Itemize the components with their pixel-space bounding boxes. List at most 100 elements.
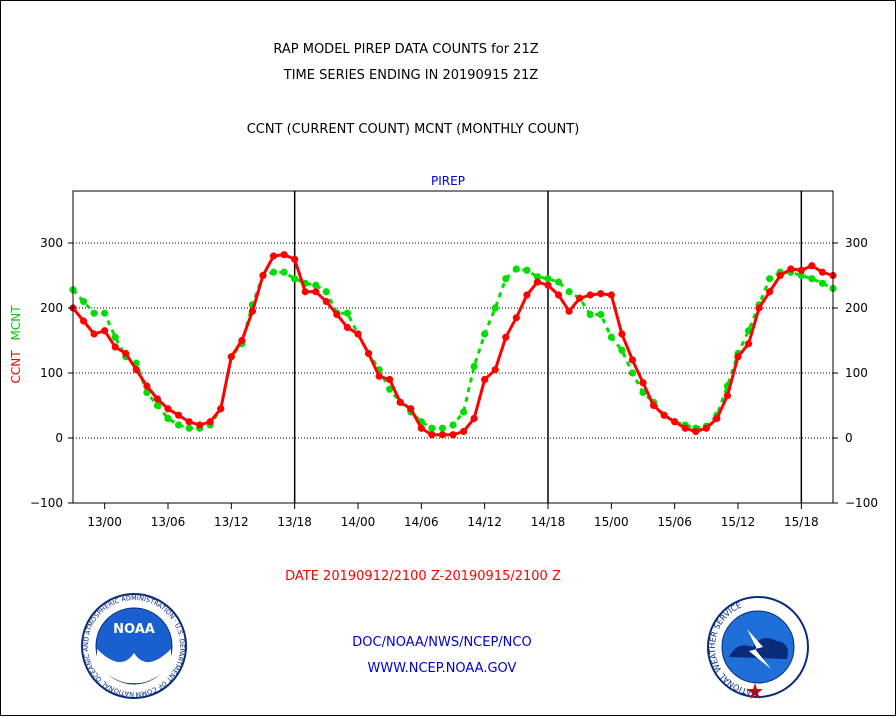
ytick-label-right: 100 — [845, 366, 868, 380]
grid-layer — [73, 191, 833, 503]
point-mcnt — [101, 309, 109, 317]
xtick-label: 13/12 — [214, 515, 249, 529]
xtick-label: 13/18 — [277, 515, 312, 529]
point-ccnt — [196, 421, 204, 429]
point-ccnt — [206, 418, 214, 426]
point-ccnt — [734, 353, 742, 361]
point-ccnt — [681, 424, 689, 432]
point-mcnt — [533, 273, 542, 281]
point-ccnt — [143, 382, 151, 390]
point-ccnt — [491, 366, 499, 374]
point-ccnt — [576, 294, 584, 302]
point-ccnt — [776, 271, 784, 280]
point-mcnt — [322, 288, 330, 296]
point-ccnt — [428, 431, 436, 439]
ytick-label-left: −100 — [30, 496, 63, 510]
xtick-label: 14/06 — [404, 515, 439, 529]
nws-logo-icon: NATIONAL WEATHER SERVICE — [707, 596, 809, 699]
point-mcnt — [269, 268, 278, 276]
point-ccnt — [333, 310, 341, 319]
point-ccnt — [90, 330, 98, 338]
point-ccnt — [723, 392, 732, 400]
point-mcnt — [607, 333, 615, 341]
noaa-logo-text: NOAA — [113, 622, 155, 637]
ylabel-mcnt: MCNT — [9, 305, 23, 341]
xtick-label: 14/00 — [341, 515, 376, 529]
plot-border — [72, 190, 834, 504]
point-mcnt — [438, 424, 447, 432]
point-ccnt — [111, 343, 119, 351]
point-ccnt — [533, 278, 542, 286]
point-mcnt — [470, 362, 478, 371]
point-mcnt — [90, 309, 98, 317]
ylabel-ccnt: CCNT — [9, 350, 23, 384]
point-ccnt — [407, 405, 415, 413]
point-mcnt — [481, 330, 489, 338]
point-mcnt — [544, 275, 552, 283]
point-ccnt — [481, 375, 489, 384]
point-ccnt — [607, 291, 615, 299]
point-ccnt — [660, 411, 668, 419]
point-ccnt — [544, 281, 552, 289]
point-ccnt — [122, 349, 130, 358]
point-ccnt — [565, 307, 573, 315]
point-ccnt — [586, 291, 594, 299]
point-ccnt — [227, 353, 235, 361]
point-ccnt — [185, 418, 193, 426]
point-mcnt — [565, 288, 573, 296]
point-mcnt — [291, 275, 299, 283]
point-mcnt — [597, 310, 605, 319]
point-ccnt — [554, 291, 563, 299]
footer-url[interactable]: WWW.NCEP.NOAA.GOV — [368, 661, 517, 676]
point-ccnt — [692, 427, 700, 436]
point-mcnt — [512, 265, 520, 273]
point-mcnt — [280, 268, 288, 276]
point-ccnt — [618, 330, 626, 338]
xlabel-date: DATE 20190912/2100 Z-20190915/2100 Z — [285, 569, 561, 584]
point-mcnt — [428, 424, 436, 432]
axis-layer: −100 −100 0 0 100 100 200 200 300 300 13/00 13/06 13… — [30, 236, 878, 529]
point-mcnt — [449, 421, 457, 429]
ytick-label-left: 300 — [40, 236, 63, 250]
xtick-label: 15/00 — [594, 515, 629, 529]
point-ccnt — [164, 405, 172, 413]
point-ccnt — [639, 379, 647, 387]
point-mcnt — [639, 388, 647, 397]
chart-subtitle: CCNT (CURRENT COUNT) MCNT (MONTHLY COUNT… — [247, 122, 580, 137]
point-ccnt — [153, 395, 162, 403]
xtick-label: 15/18 — [784, 515, 819, 529]
point-mcnt — [343, 309, 352, 317]
point-ccnt — [417, 424, 425, 432]
xtick-label: 13/00 — [87, 515, 122, 529]
ytick-label-left: 200 — [40, 301, 63, 315]
point-mcnt — [153, 401, 162, 410]
series-line-mcnt — [71, 267, 834, 430]
point-ccnt — [787, 265, 795, 273]
point-ccnt — [702, 424, 710, 432]
xtick-label: 14/12 — [467, 515, 502, 529]
xtick-label: 15/12 — [721, 515, 756, 529]
point-ccnt — [818, 268, 827, 276]
panel-title: PIREP — [431, 174, 465, 188]
point-mcnt — [797, 271, 805, 280]
point-mcnt — [386, 385, 394, 393]
point-ccnt — [174, 411, 183, 419]
point-ccnt — [312, 288, 320, 296]
point-mcnt — [628, 369, 637, 377]
ytick-label-left: 100 — [40, 366, 63, 380]
point-ccnt — [132, 366, 140, 374]
point-ccnt — [713, 414, 721, 423]
point-ccnt — [238, 336, 246, 345]
point-ccnt — [343, 323, 352, 332]
point-ccnt — [322, 297, 330, 306]
point-mcnt — [111, 333, 119, 341]
point-ccnt — [744, 340, 753, 348]
ytick-label-right: 200 — [845, 301, 868, 315]
point-ccnt — [449, 431, 457, 439]
point-ccnt — [396, 398, 404, 406]
point-ccnt — [269, 252, 278, 260]
point-ccnt — [364, 349, 373, 358]
point-mcnt — [491, 304, 499, 312]
point-ccnt — [301, 288, 309, 296]
point-ccnt — [597, 290, 605, 298]
